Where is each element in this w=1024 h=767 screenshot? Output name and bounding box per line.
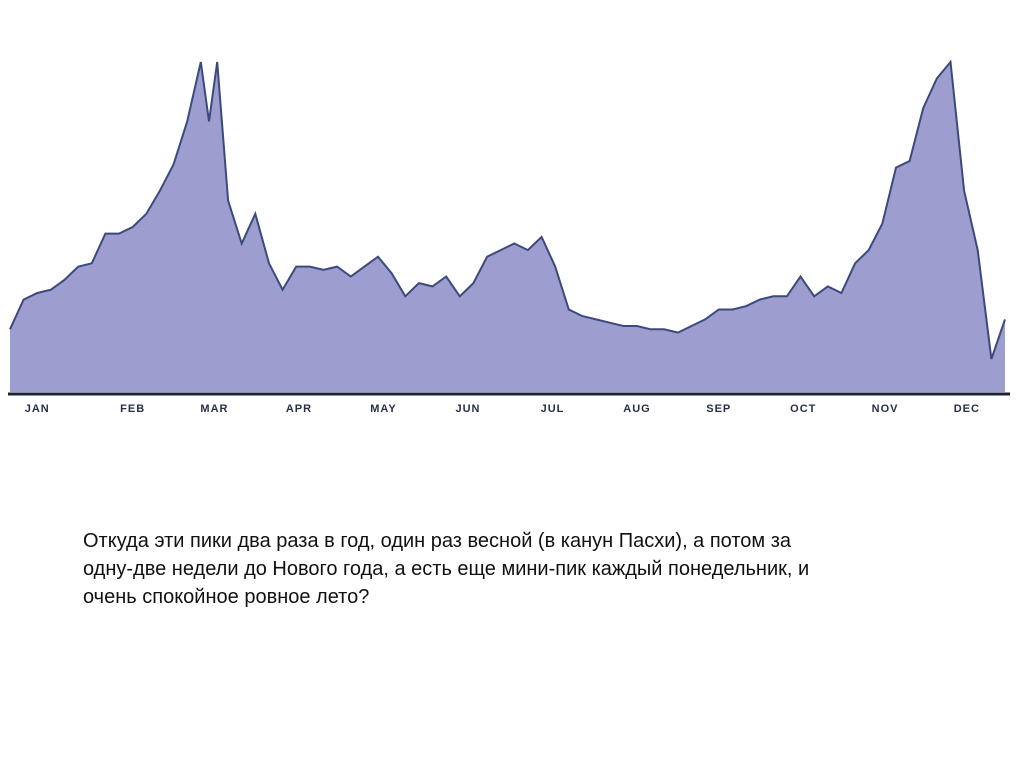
- x-tick-label: JUL: [541, 403, 565, 415]
- x-tick-label: DEC: [954, 403, 980, 415]
- x-tick-label: AUG: [623, 403, 650, 415]
- area: [10, 62, 1005, 392]
- x-tick-label: FEB: [120, 403, 145, 415]
- x-tick-label: OCT: [790, 403, 816, 415]
- x-tick-label: NOV: [872, 403, 899, 415]
- x-tick-label: JAN: [25, 403, 50, 415]
- paragraph: Откуда эти пики два раза в год, один раз…: [83, 527, 809, 611]
- x-tick-label: MAY: [370, 403, 396, 415]
- chart: JAN FEB MAR APR MAY JUN JUL AUG SEP OCT NOV DEC: [8, 59, 1010, 415]
- paragraph-line: одну-две недели до Нового года, а есть е…: [83, 558, 810, 580]
- x-tick-label: MAR: [200, 403, 228, 415]
- x-tick-label: JUN: [455, 403, 480, 415]
- x-tick-label: SEP: [706, 403, 731, 415]
- paragraph-line: очень спокойное ровное лето?: [83, 586, 370, 608]
- area-line: [9, 59, 1006, 360]
- x-tick-label: APR: [286, 403, 312, 415]
- paragraph-line: Откуда эти пики два раза в год, один раз…: [83, 530, 792, 552]
